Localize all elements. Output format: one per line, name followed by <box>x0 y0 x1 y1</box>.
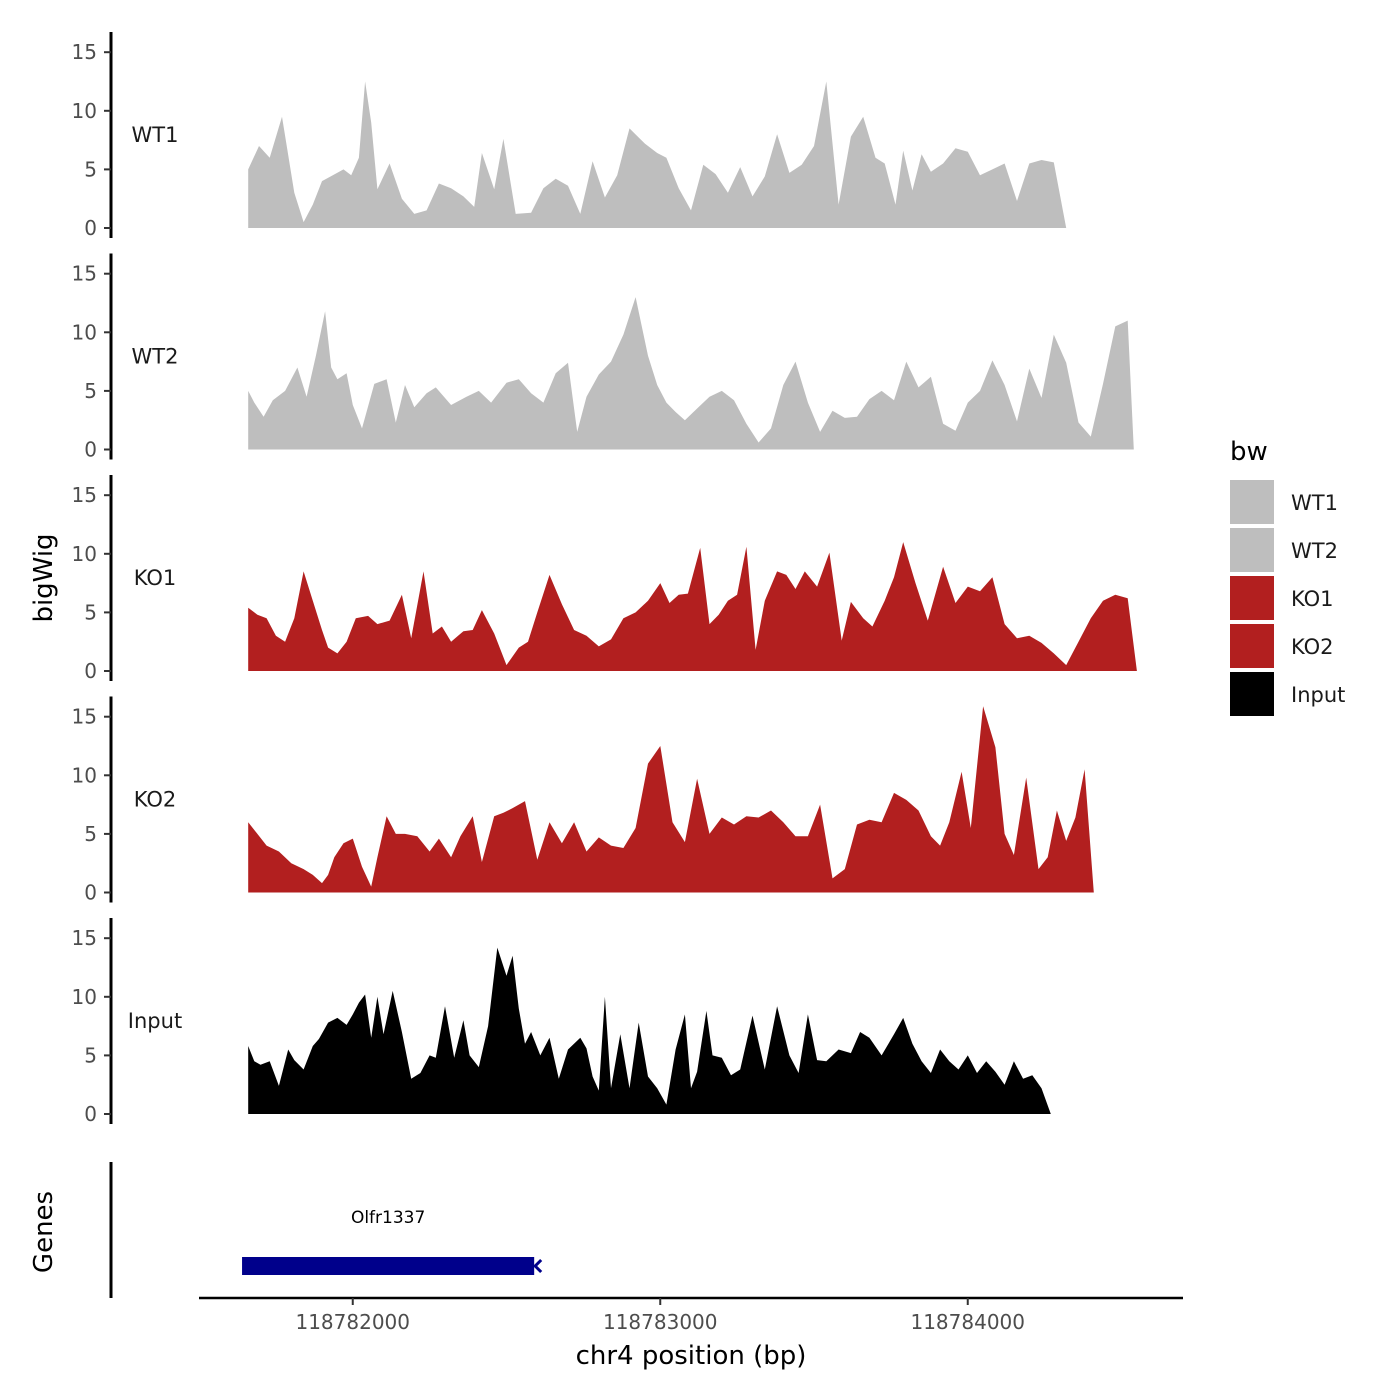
y-tick-label: 5 <box>84 600 97 624</box>
track-wt1: 0 5 10 15 WT1 <box>72 32 1142 240</box>
y-tick-label: 15 <box>72 262 97 286</box>
legend: bw WT1 WT2 KO1 KO2 Input <box>1230 437 1345 716</box>
x-tick-label: 118783000 <box>603 1310 718 1334</box>
legend-key-ko2 <box>1230 624 1274 668</box>
strand-arrow <box>533 1258 543 1274</box>
y-tick-label: 15 <box>72 926 97 950</box>
gene-body <box>242 1257 535 1275</box>
y-tick-label: 10 <box>72 99 97 123</box>
track-label: KO2 <box>134 788 177 812</box>
y-tick-label: 0 <box>84 1102 97 1126</box>
signal-area-input <box>248 947 1140 1114</box>
legend-key-input <box>1230 672 1274 716</box>
signal-area-ko2 <box>248 706 1137 893</box>
y-tick-label: 0 <box>84 659 97 683</box>
y-tick-label: 5 <box>84 822 97 846</box>
y-tick-label: 10 <box>72 763 97 787</box>
legend-label: KO2 <box>1291 635 1334 659</box>
legend-label: Input <box>1291 683 1345 707</box>
x-axis: 118782000 118783000 118784000 <box>199 1296 1183 1334</box>
signal-tracks: 0 5 10 15 WT1 0 5 10 15 WT2 0 5 10 15 KO1 0 5 10 15 KO2 0 5 10… <box>72 32 1142 1126</box>
x-tick-label: 118784000 <box>910 1310 1025 1334</box>
gene-label: Olfr1337 <box>351 1208 425 1228</box>
gene-panel: Genes Olfr1337 <box>29 1162 543 1298</box>
legend-title: bw <box>1230 437 1268 467</box>
track-ko2: 0 5 10 15 KO2 <box>72 696 1137 905</box>
y-tick-label: 0 <box>84 881 97 905</box>
track-label: Input <box>128 1009 182 1033</box>
y-tick-label: 0 <box>84 216 97 240</box>
y-axis-title: bigWig <box>29 533 59 622</box>
y-tick-label: 10 <box>72 985 97 1009</box>
legend-label: KO1 <box>1291 587 1334 611</box>
y-tick-label: 15 <box>72 483 97 507</box>
x-tick-label: 118782000 <box>295 1310 410 1334</box>
track-input: 0 5 10 15 Input <box>72 918 1140 1126</box>
y-tick-label: 5 <box>84 1043 97 1067</box>
signal-area-wt2 <box>248 297 1139 450</box>
legend-key-ko1 <box>1230 576 1274 620</box>
track-label: WT1 <box>132 123 179 147</box>
legend-label: WT1 <box>1291 491 1338 515</box>
signal-area-ko1 <box>248 542 1137 671</box>
track-label: WT2 <box>132 345 179 369</box>
track-ko1: 0 5 10 15 KO1 <box>72 475 1137 683</box>
gene-axis-title: Genes <box>29 1191 59 1273</box>
track-wt2: 0 5 10 15 WT2 <box>72 253 1139 462</box>
y-tick-label: 10 <box>72 542 97 566</box>
x-axis-title: chr4 position (bp) <box>576 1341 807 1371</box>
legend-key-wt2 <box>1230 528 1274 572</box>
signal-area-wt1 <box>248 81 1142 228</box>
track-label: KO1 <box>134 566 177 590</box>
legend-label: WT2 <box>1291 539 1338 563</box>
y-tick-label: 15 <box>72 40 97 64</box>
y-tick-label: 5 <box>84 379 97 403</box>
y-tick-label: 15 <box>72 705 97 729</box>
y-tick-label: 0 <box>84 438 97 462</box>
y-tick-label: 10 <box>72 320 97 344</box>
y-tick-label: 5 <box>84 157 97 181</box>
legend-key-wt1 <box>1230 480 1274 524</box>
